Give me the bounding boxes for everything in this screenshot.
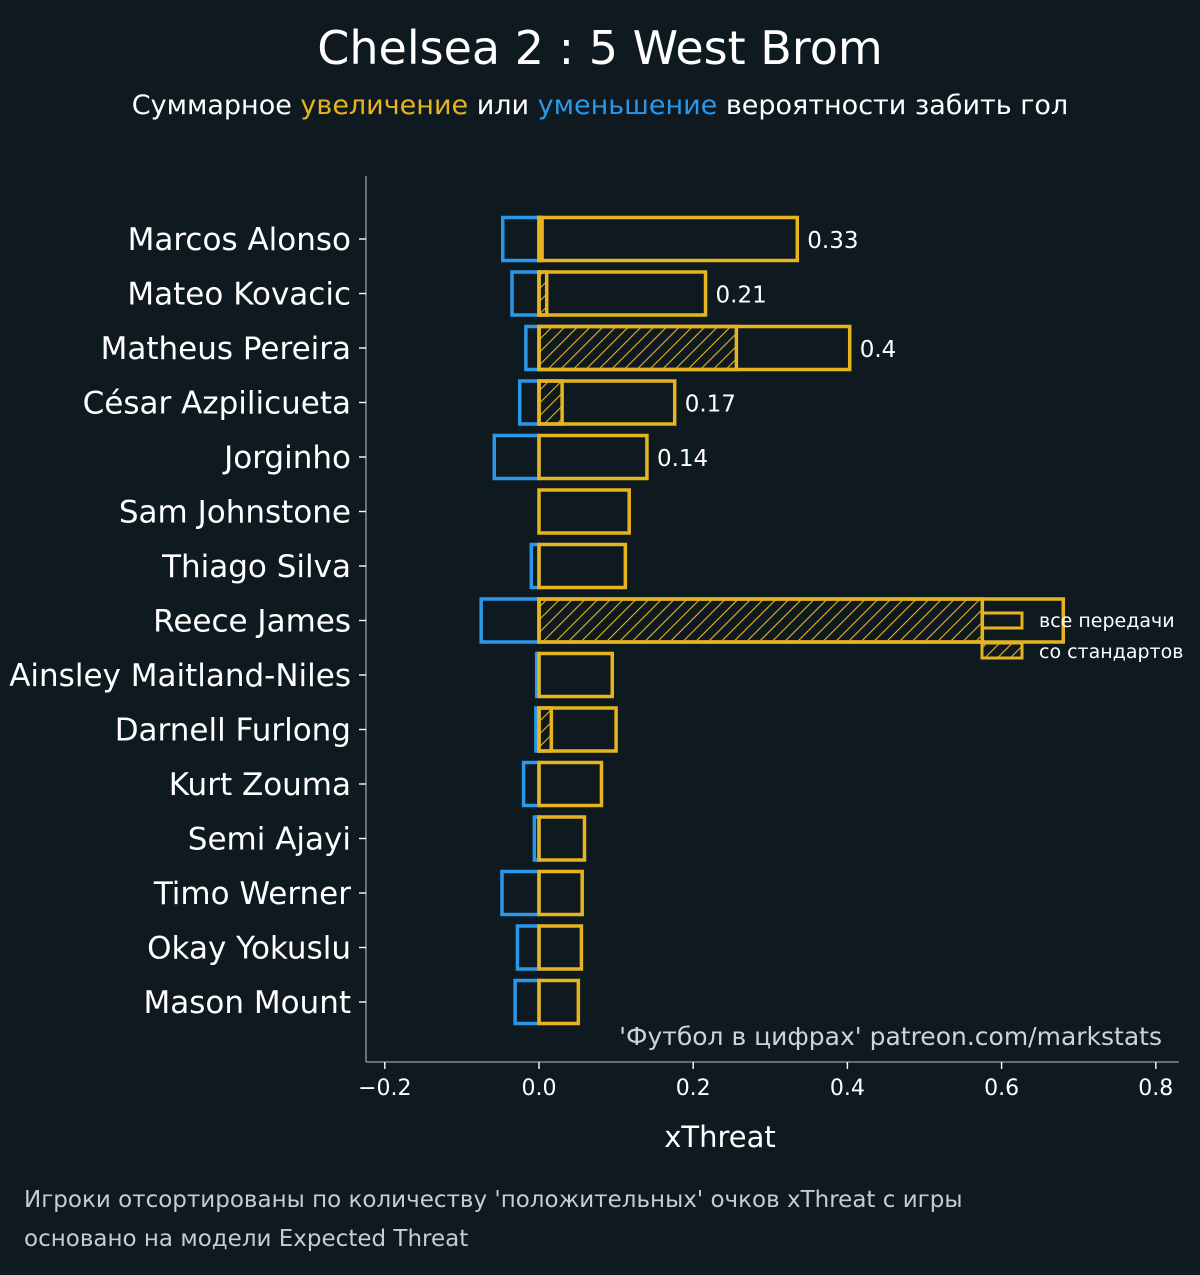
bar-increase [537, 597, 1066, 644]
bar-decrease [521, 760, 541, 808]
subtitle-part2: или [468, 90, 538, 121]
x-tick-label-1: 0.0 [522, 1076, 557, 1101]
bar-decrease [513, 978, 541, 1026]
player-label: Mason Mount [143, 985, 351, 1021]
x-tick-label-3: 0.4 [830, 1076, 865, 1101]
bar-increase [537, 433, 649, 481]
bar-decrease [524, 324, 541, 372]
x-tick-label-5: 0.8 [1138, 1076, 1173, 1101]
data-label: 0.4 [860, 337, 897, 363]
data-label: 0.33 [807, 228, 858, 254]
bar-increase [537, 978, 581, 1026]
bar-decrease [500, 869, 541, 917]
x-axis-label: xThreat [664, 1120, 776, 1154]
player-label: Darnell Furlong [115, 713, 351, 749]
bar-decrease [510, 270, 541, 317]
chart-title: Chelsea 2 : 5 West Brom [317, 21, 882, 75]
player-label: Matheus Pereira [101, 331, 351, 367]
legend-label-set-pieces: со стандартов [1039, 641, 1183, 663]
player-label: Jorginho [222, 440, 351, 476]
x-tick-label-0: −0.2 [358, 1076, 411, 1101]
watermark: 'Футбол в цифрах' patreon.com/markstats [619, 1022, 1162, 1051]
player-label: Timo Werner [153, 876, 351, 912]
bar-increase [537, 760, 604, 808]
player-label: Okay Yokuslu [147, 931, 351, 967]
bar-increase [537, 379, 677, 426]
subtitle-part3: вероятности забить гол [717, 90, 1068, 121]
player-label: Marcos Alonso [128, 222, 351, 258]
player-label: Reece James [153, 604, 351, 640]
bar-decrease [501, 215, 541, 263]
bar-increase [537, 215, 800, 263]
player-label: Sam Johnstone [119, 495, 351, 531]
x-tick-label-4: 0.6 [984, 1076, 1019, 1101]
bar-increase [537, 651, 614, 699]
data-label: 0.17 [685, 392, 736, 418]
player-label: Semi Ajayi [188, 822, 351, 858]
footnote-model: основано на модели Expected Threat [24, 1226, 469, 1252]
legend-swatch-all-passes [980, 611, 1024, 630]
subtitle-increase: увеличение [300, 90, 468, 121]
bar-set-pieces [537, 706, 554, 753]
bar-decrease [515, 924, 541, 971]
x-tick-label-2: 0.2 [676, 1076, 711, 1101]
bar-increase [537, 270, 708, 317]
footnote-sorting: Игроки отсортированы по количеству 'поло… [24, 1187, 963, 1213]
player-label: Kurt Zouma [169, 767, 351, 803]
plot-area: −0.2 0.0 0.2 0.4 0.6 0.8 Marcos Alonso 0.33 Mate… [9, 176, 1179, 1101]
player-label: César Azpilicueta [83, 386, 351, 422]
bar-set-pieces [537, 597, 985, 644]
data-label: 0.21 [716, 283, 767, 309]
subtitle-part1: Суммарное [132, 90, 301, 121]
bar-increase [537, 924, 584, 971]
legend-swatch-set-pieces [980, 641, 1024, 660]
bar-increase [537, 815, 587, 862]
player-label: Ainsley Maitland-Niles [9, 658, 351, 694]
legend-label-all-passes: все передачи [1039, 610, 1175, 632]
bar-increase [537, 542, 628, 590]
bar-increase [537, 488, 631, 535]
chart-subtitle: Суммарное увеличение или уменьшение веро… [132, 90, 1068, 121]
bar-decrease [517, 379, 541, 426]
data-label: 0.14 [657, 446, 708, 472]
bar-set-pieces [537, 379, 564, 426]
bar-increase [537, 706, 618, 753]
subtitle-decrease: уменьшение [538, 90, 718, 121]
player-label: Thiago Silva [161, 549, 351, 585]
bar-set-pieces [537, 324, 739, 372]
bar-decrease [479, 597, 541, 644]
player-label: Mateo Kovacic [127, 277, 351, 313]
legend: все передачи со стандартов [980, 610, 1183, 663]
bar-decrease [492, 433, 541, 481]
bar-increase [537, 324, 852, 372]
bar-increase [537, 869, 584, 917]
